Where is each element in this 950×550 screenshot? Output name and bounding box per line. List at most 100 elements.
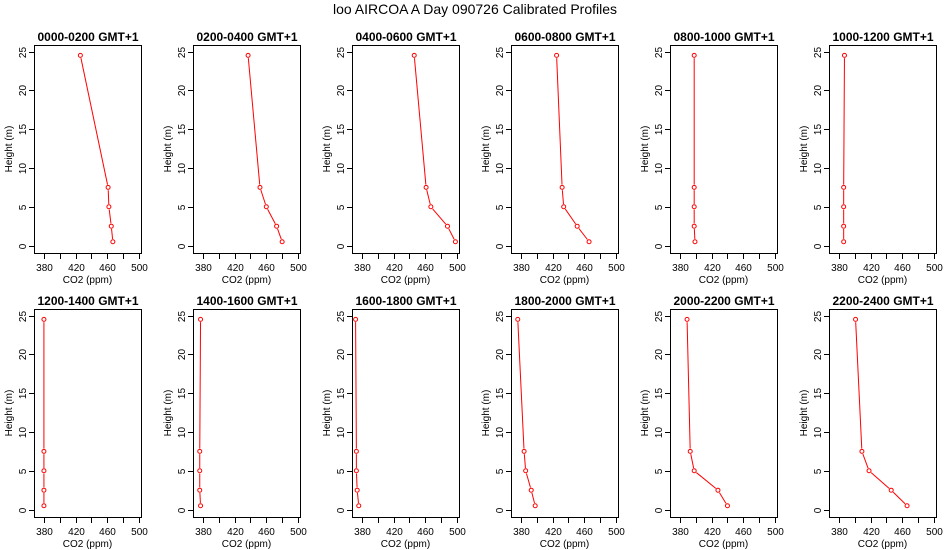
x-tick-label: 500 (290, 263, 307, 274)
data-point (41, 503, 47, 509)
x-tick-label: 380 (354, 527, 371, 538)
profile-segment (525, 473, 531, 488)
x-tick-label: 380 (672, 263, 689, 274)
y-axis-label: Height (m) (163, 390, 174, 437)
x-tick-label: 380 (513, 527, 530, 538)
panel-1: 0000-0200 GMT+1 380 420 460 500 CO2 (ppm) 0 5 10… (4, 30, 148, 286)
y-tick-label: 20 (336, 349, 347, 361)
panel-title: 1200-1400 GMT+1 (37, 294, 138, 308)
data-point (554, 52, 560, 58)
data-point (841, 204, 847, 210)
y-tick-label: 0 (654, 243, 665, 249)
x-tick-label: 380 (831, 527, 848, 538)
y-tick-label: 0 (336, 243, 347, 249)
x-tick-label: 500 (767, 527, 784, 538)
panel-title: 1000-1200 GMT+1 (832, 30, 933, 44)
x-axis-label: CO2 (ppm) (699, 539, 748, 550)
data-point (263, 204, 269, 210)
x-tick-label: 420 (386, 263, 403, 274)
y-axis-label: Height (m) (322, 390, 333, 437)
data-point (279, 239, 285, 245)
y-tick-label: 5 (336, 468, 347, 474)
y-tick-label: 20 (177, 85, 188, 97)
y-tick-label: 20 (813, 85, 824, 97)
x-tick-label: 380 (831, 263, 848, 274)
data-point (105, 184, 111, 190)
y-tick-label: 15 (813, 388, 824, 400)
y-tick-label: 25 (18, 47, 29, 59)
y-tick-label: 10 (495, 427, 506, 439)
x-axis-label: CO2 (ppm) (222, 275, 271, 286)
data-point (197, 448, 203, 454)
x-axis-label: CO2 (ppm) (381, 275, 430, 286)
panel-7: 1200-1400 GMT+1 380 420 460 500 CO2 (ppm) 0 5 10… (4, 294, 148, 550)
plot-frame (352, 45, 460, 254)
panel-title: 0200-0400 GMT+1 (196, 30, 297, 44)
panel-6: 1000-1200 GMT+1 380 420 460 500 CO2 (ppm) 0 5 10… (799, 30, 943, 286)
profile-segment (355, 473, 358, 488)
panel-8: 1400-1600 GMT+1 380 420 460 500 CO2 (ppm) 0 5 10… (163, 294, 307, 550)
x-tick-label: 420 (227, 263, 244, 274)
profile-segment (862, 453, 869, 469)
data-point (724, 503, 730, 509)
profile-segment (718, 492, 727, 504)
y-tick-label: 5 (495, 204, 506, 210)
data-point (197, 468, 203, 474)
y-tick-label: 0 (336, 507, 347, 513)
panel-2: 0200-0400 GMT+1 380 420 460 500 CO2 (ppm) 0 5 10… (163, 30, 307, 286)
y-tick-label: 10 (813, 163, 824, 175)
x-tick-label: 460 (99, 527, 116, 538)
y-axis-label: Height (m) (799, 126, 810, 173)
plot-frame (511, 45, 619, 254)
panel-title: 2200-2400 GMT+1 (832, 294, 933, 308)
y-tick-label: 5 (177, 468, 188, 474)
x-tick-label: 500 (449, 527, 466, 538)
x-tick-label: 500 (449, 263, 466, 274)
x-axis-label: CO2 (ppm) (699, 275, 748, 286)
y-tick-label: 0 (813, 507, 824, 513)
data-point (198, 503, 204, 509)
y-tick-label: 20 (495, 85, 506, 97)
profile-segment (426, 189, 431, 205)
plot-frame (670, 309, 778, 518)
panel-title: 0000-0200 GMT+1 (37, 30, 138, 44)
data-point (528, 487, 534, 493)
profile-segment (690, 454, 695, 469)
plot-frame (352, 309, 460, 518)
x-tick-label: 380 (513, 263, 530, 274)
data-point (197, 487, 203, 493)
data-point (523, 468, 529, 474)
x-tick-label: 420 (386, 527, 403, 538)
y-tick-label: 0 (654, 507, 665, 513)
x-tick-label: 460 (417, 527, 434, 538)
data-point (444, 223, 450, 229)
y-tick-label: 15 (495, 388, 506, 400)
y-tick-label: 15 (18, 124, 29, 136)
data-point (866, 468, 872, 474)
x-tick-label: 460 (735, 263, 752, 274)
x-tick-label: 380 (195, 527, 212, 538)
data-point (257, 184, 263, 190)
y-tick-label: 25 (18, 311, 29, 323)
profile-segment (199, 492, 201, 503)
data-point (354, 487, 360, 493)
x-tick-label: 500 (926, 263, 943, 274)
data-point (198, 316, 204, 322)
profile-segment (855, 322, 863, 449)
x-tick-label: 420 (545, 527, 562, 538)
y-tick-label: 5 (654, 468, 665, 474)
panel-9: 1600-1800 GMT+1 380 420 460 500 CO2 (ppm) 0 5 10… (322, 294, 466, 550)
y-tick-label: 25 (654, 47, 665, 59)
data-point (356, 503, 362, 509)
profile-segment (277, 228, 282, 240)
y-tick-label: 15 (495, 124, 506, 136)
panel-title: 0800-1000 GMT+1 (673, 30, 774, 44)
y-tick-label: 15 (813, 124, 824, 136)
data-point (691, 52, 697, 58)
y-tick-label: 0 (18, 507, 29, 513)
panel-4: 0600-0800 GMT+1 380 420 460 500 CO2 (ppm) 0 5 10… (481, 30, 625, 286)
plot-frame (193, 45, 301, 254)
data-point (559, 184, 565, 190)
y-tick-label: 25 (177, 47, 188, 59)
x-tick-label: 460 (99, 263, 116, 274)
